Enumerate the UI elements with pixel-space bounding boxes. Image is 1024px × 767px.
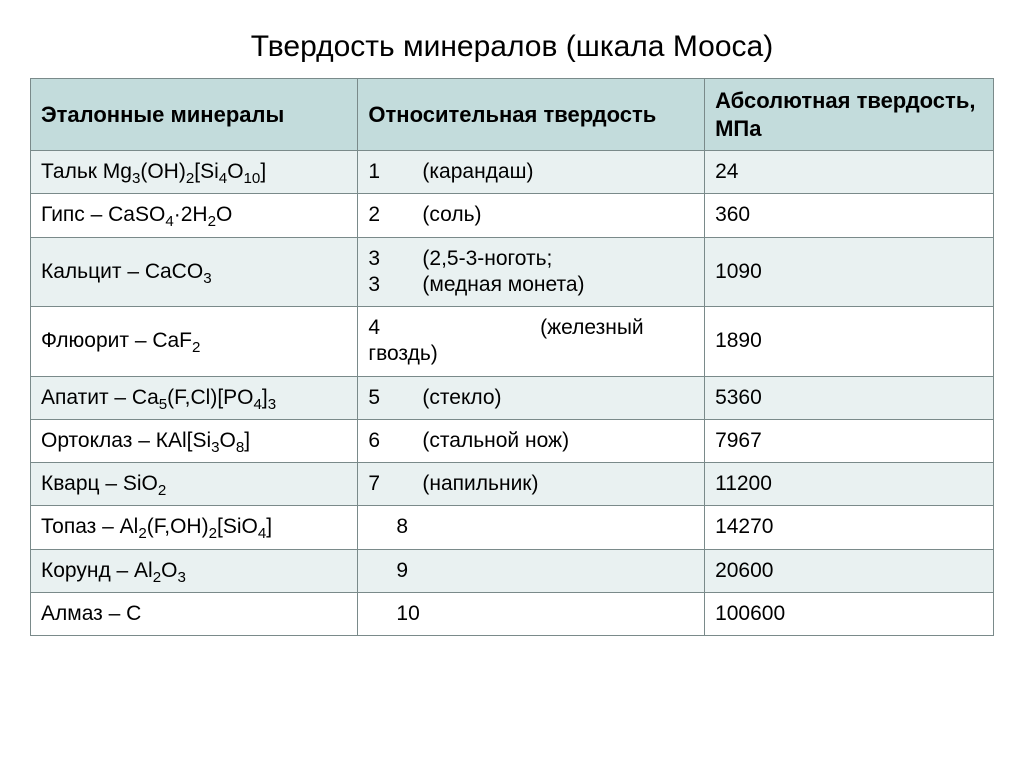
cell-relative: 7(напильник) [358,463,705,506]
cell-mineral: Тальк Mg3(OH)2[Si4O10] [31,151,358,194]
cell-relative: 5(стекло) [358,376,705,419]
col-header-relative: Относительная твердость [358,79,705,151]
cell-relative: 4(железный гвоздь) [358,307,705,377]
col-header-absolute: Абсолютная твердость, МПа [705,79,994,151]
cell-absolute: 7967 [705,419,994,462]
cell-absolute: 11200 [705,463,994,506]
table-row: Апатит – Ca5(F,Cl)[PO4]35(стекло)5360 [31,376,994,419]
mohs-table: Эталонные минералы Относительная твердос… [30,78,994,636]
table-row: Алмаз – С10100600 [31,592,994,635]
cell-relative: 10 [358,592,705,635]
cell-relative: 6(стальной нож) [358,419,705,462]
cell-mineral: Топаз – Al2(F,OH)2[SiO4] [31,506,358,549]
cell-relative: 1(карандаш) [358,151,705,194]
cell-absolute: 100600 [705,592,994,635]
cell-absolute: 1890 [705,307,994,377]
cell-absolute: 14270 [705,506,994,549]
cell-mineral: Ортоклаз – КAl[Si3O8] [31,419,358,462]
cell-relative: 8 [358,506,705,549]
table-row: Кальцит – CaCO33(2,5-3-ноготь;3(медная м… [31,237,994,307]
cell-absolute: 24 [705,151,994,194]
cell-relative: 9 [358,549,705,592]
table-row: Гипс – CaSO4·2H2O2(соль)360 [31,194,994,237]
table-row: Флюорит – CaF24(железный гвоздь)1890 [31,307,994,377]
cell-mineral: Алмаз – С [31,592,358,635]
cell-mineral: Корунд – Al2O3 [31,549,358,592]
cell-relative: 3(2,5-3-ноготь;3(медная монета) [358,237,705,307]
cell-absolute: 20600 [705,549,994,592]
cell-mineral: Кварц – SiO2 [31,463,358,506]
page-title: Твердость минералов (шкала Мооса) [30,30,994,64]
cell-absolute: 5360 [705,376,994,419]
table-row: Кварц – SiO27(напильник)11200 [31,463,994,506]
col-header-mineral: Эталонные минералы [31,79,358,151]
table-row: Корунд – Al2O3920600 [31,549,994,592]
table-row: Ортоклаз – КAl[Si3O8]6(стальной нож)7967 [31,419,994,462]
cell-absolute: 1090 [705,237,994,307]
table-row: Топаз – Al2(F,OH)2[SiO4]814270 [31,506,994,549]
cell-relative: 2(соль) [358,194,705,237]
cell-mineral: Гипс – CaSO4·2H2O [31,194,358,237]
cell-mineral: Кальцит – CaCO3 [31,237,358,307]
table-header-row: Эталонные минералы Относительная твердос… [31,79,994,151]
table-row: Тальк Mg3(OH)2[Si4O10]1(карандаш)24 [31,151,994,194]
cell-mineral: Флюорит – CaF2 [31,307,358,377]
cell-mineral: Апатит – Ca5(F,Cl)[PO4]3 [31,376,358,419]
cell-absolute: 360 [705,194,994,237]
